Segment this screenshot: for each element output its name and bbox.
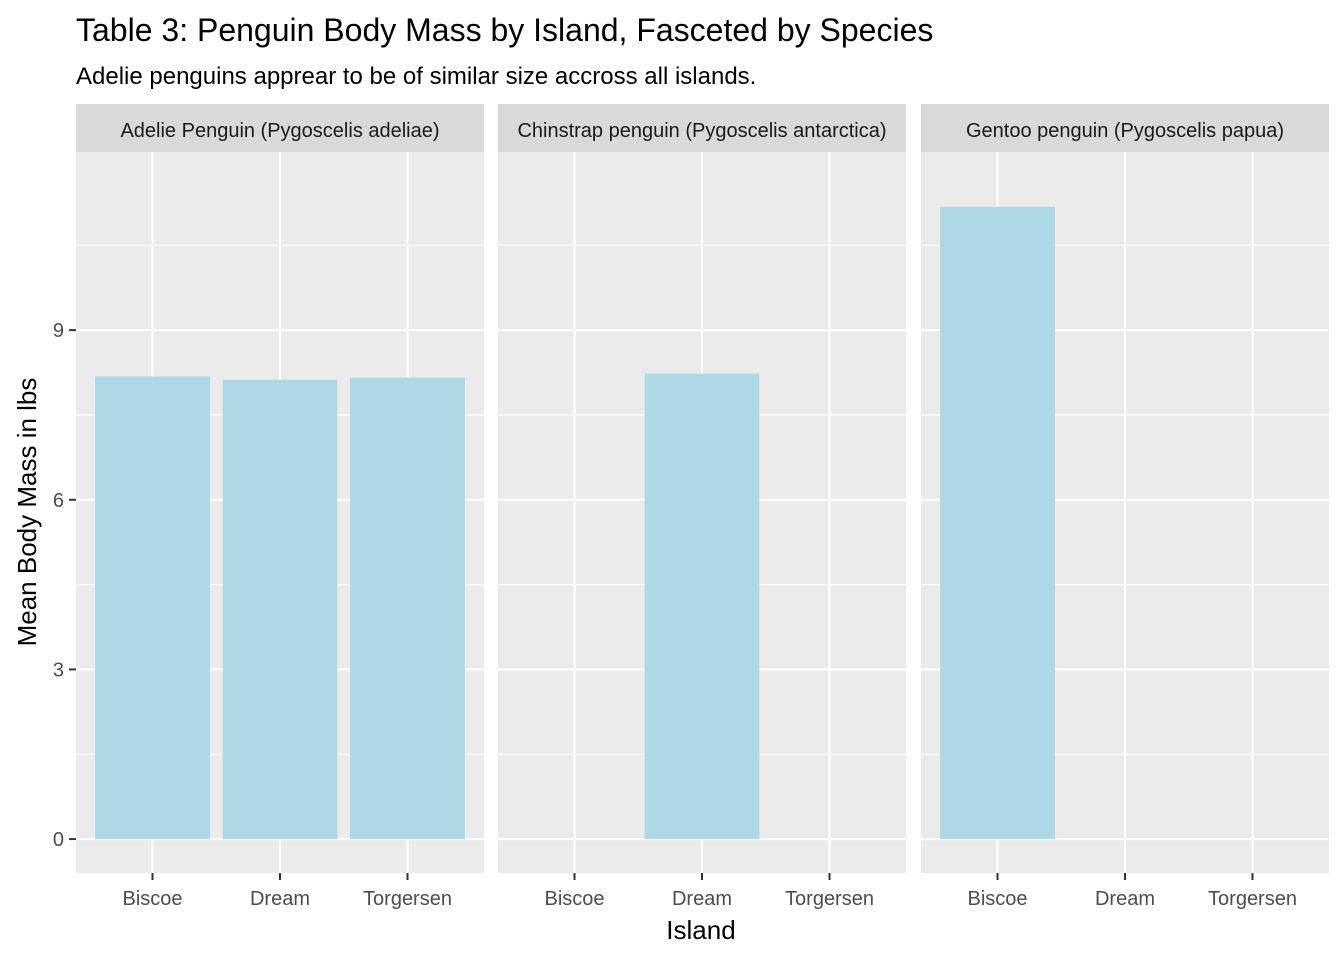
- x-tick-label: Biscoe: [967, 888, 1027, 910]
- y-tick-label: 3: [53, 659, 64, 681]
- x-tick-label: Dream: [1095, 888, 1155, 910]
- bar: [95, 376, 210, 840]
- x-axis-title: Island: [666, 915, 735, 945]
- facet-strip: [498, 104, 906, 152]
- y-tick-label: 9: [53, 320, 64, 342]
- facet-strip-label: Gentoo penguin (Pygoscelis papua): [966, 120, 1284, 142]
- x-tick-label: Biscoe: [122, 888, 182, 910]
- facet-panel: Gentoo penguin (Pygoscelis papua) Biscoe D…: [921, 104, 1329, 910]
- facet-strip-label: Adelie Penguin (Pygoscelis adeliae): [120, 120, 439, 142]
- facet-strip: [76, 104, 484, 152]
- y-tick-label: 0: [53, 829, 64, 851]
- x-tick-label: Torgersen: [363, 888, 452, 910]
- x-tick-label: Dream: [250, 888, 310, 910]
- facet-panel: Adelie Penguin (Pygoscelis adeliae) Bisco…: [76, 104, 484, 910]
- facet-panels: Adelie Penguin (Pygoscelis adeliae) Bisco…: [76, 104, 1329, 910]
- bar: [350, 377, 465, 840]
- facet-panel: Chinstrap penguin (Pygoscelis antarctica…: [498, 104, 906, 910]
- bar: [940, 206, 1055, 840]
- bar: [644, 373, 760, 840]
- y-axis: 0 3 6 9: [53, 320, 76, 851]
- x-tick-label: Torgersen: [785, 888, 874, 910]
- chart-title: Table 3: Penguin Body Mass by Island, Fa…: [76, 12, 933, 48]
- y-tick-label: 6: [53, 490, 64, 512]
- x-tick-label: Dream: [672, 888, 732, 910]
- y-axis-title: Mean Body Mass in lbs: [12, 378, 42, 647]
- chart-subtitle: Adelie penguins apprear to be of similar…: [76, 63, 756, 90]
- facet-strip: [921, 104, 1329, 152]
- bar: [222, 379, 338, 840]
- x-tick-label: Biscoe: [544, 888, 604, 910]
- facet-strip-label: Chinstrap penguin (Pygoscelis antarctica…: [517, 120, 886, 142]
- x-tick-label: Torgersen: [1208, 888, 1297, 910]
